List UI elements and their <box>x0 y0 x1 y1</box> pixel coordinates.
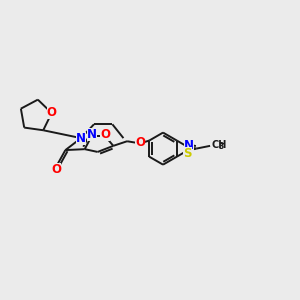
Text: N: N <box>76 132 86 145</box>
Text: O: O <box>51 163 61 176</box>
Text: S: S <box>183 147 192 160</box>
Text: O: O <box>47 106 57 119</box>
Text: N: N <box>184 139 194 152</box>
Text: CH: CH <box>211 140 227 150</box>
Text: O: O <box>135 136 145 149</box>
Text: 3: 3 <box>218 142 224 151</box>
Text: N: N <box>87 128 97 141</box>
Text: O: O <box>100 128 110 141</box>
